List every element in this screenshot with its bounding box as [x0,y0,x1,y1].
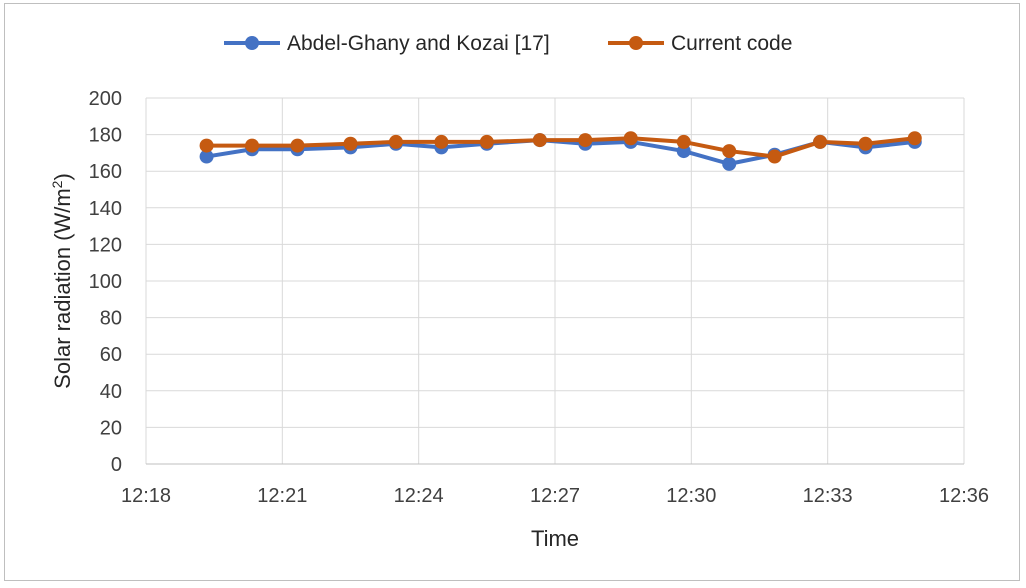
y-tick-label: 40 [100,381,122,403]
y-axis-title: Solar radiation (W/m2) [49,173,75,389]
legend-marker-series-1 [245,36,259,50]
data-point-series-2 [623,131,638,146]
series-line-2 [206,136,915,159]
data-point-series-2 [858,136,873,151]
data-point-series-2 [767,149,782,164]
y-tick-label: 100 [89,271,122,293]
legend: Abdel-Ghany and Kozai [17] Current code [224,32,792,55]
legend-marker-series-2 [629,36,643,50]
data-point-series-2 [813,134,828,149]
data-point-series-2 [479,134,494,149]
y-tick-label: 120 [89,234,122,256]
data-point-series-2 [199,138,214,153]
data-point-series-1 [199,149,214,164]
y-tick-label: 20 [100,417,122,439]
y-tick-label: 200 [89,88,122,110]
x-tick-labels: 12:18 12:21 12:24 12:27 12:30 12:33 12:36 [121,485,989,507]
x-tick-label: 12:24 [394,485,444,507]
grid-lines [145,97,965,465]
x-tick-label: 12:27 [530,485,580,507]
y-tick-label: 180 [89,125,122,147]
data-point-series-2 [722,144,737,159]
data-point-series-2 [343,136,358,151]
x-axis-title: Time [531,526,579,551]
y-tick-labels: 0 20 40 60 80 100 120 140 160 180 200 [89,88,122,476]
data-point-series-2 [434,134,449,149]
y-tick-label: 0 [111,454,122,476]
y-tick-label: 60 [100,344,122,366]
data-series [199,131,922,171]
x-tick-label: 12:21 [257,485,307,507]
x-tick-label: 12:36 [939,485,989,507]
chart-frame [4,3,1020,581]
x-tick-label: 12:30 [666,485,716,507]
data-point-series-2 [290,138,305,153]
legend-item-series-2: Current code [608,32,792,55]
y-tick-label: 160 [89,161,122,183]
x-tick-label: 12:18 [121,485,171,507]
legend-label-series-1: Abdel-Ghany and Kozai [17] [287,32,550,55]
y-tick-label: 80 [100,308,122,330]
data-point-series-1 [722,156,737,171]
data-point-series-2 [532,133,547,148]
data-point-series-2 [676,134,691,149]
x-tick-label: 12:33 [803,485,853,507]
y-tick-label: 140 [89,198,122,220]
data-point-series-2 [388,134,403,149]
legend-item-series-1: Abdel-Ghany and Kozai [17] [224,32,550,55]
data-point-series-2 [245,138,260,153]
data-point-series-2 [578,133,593,148]
data-point-series-2 [907,131,922,146]
legend-label-series-2: Current code [671,32,792,55]
